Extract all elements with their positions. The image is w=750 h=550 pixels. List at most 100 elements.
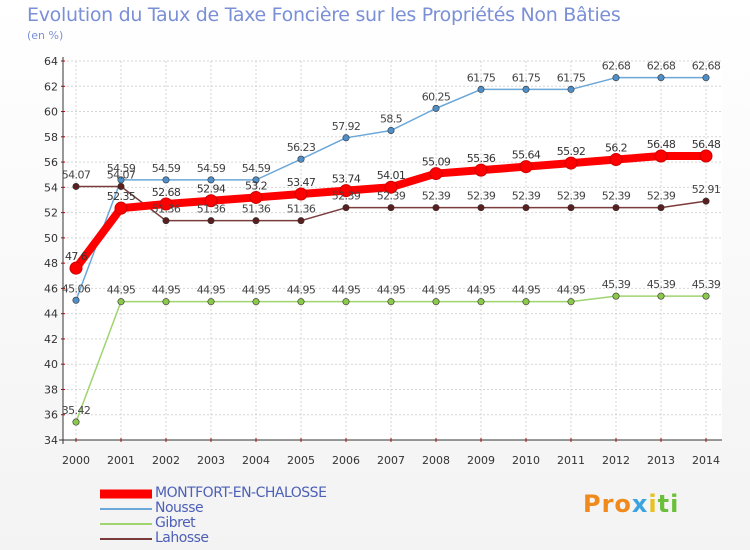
data-label-nousse: 57.92: [332, 120, 361, 133]
legend-swatch-montfort: [100, 489, 152, 498]
data-point-lahosse: [387, 204, 395, 212]
data-point-nousse: [522, 85, 530, 93]
data-point-montfort-en-chalosse: [519, 160, 533, 174]
y-tick-label: 38: [44, 383, 58, 396]
legend-label-nousse: Nousse: [155, 500, 204, 516]
y-tick-label: 58: [44, 131, 58, 144]
data-label-montfort-en-chalosse: 54.01: [377, 169, 406, 182]
y-tick-label: 54: [44, 181, 58, 194]
data-label-gibret: 44.95: [152, 284, 181, 297]
x-tick-label: 2003: [197, 454, 225, 467]
data-label-lahosse: 52.39: [512, 190, 541, 203]
legend-swatch-gibret: [100, 522, 152, 525]
x-tick-label: 2010: [512, 454, 540, 467]
data-label-gibret: 44.95: [512, 284, 541, 297]
data-point-lahosse: [117, 182, 125, 190]
axes: 34 36 38 40 42 44 46 48 50 52 54 56 58 60 62 64 2000 2001…: [44, 55, 722, 467]
legend-label-gibret: Gibret: [155, 515, 196, 531]
data-point-montfort-en-chalosse: [654, 149, 668, 163]
data-point-nousse: [612, 74, 620, 82]
data-label-lahosse: 52.39: [467, 190, 496, 203]
data-label-nousse: 62.68: [647, 60, 676, 73]
data-label-nousse: 54.59: [152, 162, 181, 175]
data-point-lahosse: [522, 204, 530, 212]
data-label-nousse: 54.59: [107, 162, 136, 175]
data-point-montfort-en-chalosse: [699, 149, 713, 163]
data-point-gibret: [477, 298, 485, 306]
data-point-lahosse: [342, 204, 350, 212]
data-label-montfort-en-chalosse: 53.74: [332, 173, 361, 186]
data-label-montfort-en-chalosse: 55.09: [422, 156, 451, 169]
data-point-lahosse: [657, 204, 665, 212]
data-label-nousse: 54.59: [242, 162, 271, 175]
data-label-nousse: 60.25: [422, 90, 451, 103]
data-label-gibret: 44.95: [242, 284, 271, 297]
x-tick-label: 2002: [152, 454, 180, 467]
data-point-montfort-en-chalosse: [114, 201, 128, 215]
x-tick-label: 2004: [242, 454, 270, 467]
data-point-gibret: [207, 298, 215, 306]
x-tick-label: 2014: [692, 454, 720, 467]
data-label-lahosse: 54.07: [107, 168, 136, 181]
data-label-gibret: 35.42: [62, 404, 91, 417]
data-label-montfort-en-chalosse: 47.6: [65, 250, 88, 263]
data-point-lahosse: [162, 217, 170, 225]
data-label-gibret: 44.95: [377, 284, 406, 297]
data-labels: 45.06 54.59 54.59 54.59 54.59 56.23 57.92 58.5 6…: [62, 60, 722, 417]
data-point-montfort-en-chalosse: [69, 261, 83, 275]
data-label-nousse: 61.75: [557, 71, 586, 84]
series-group: [69, 74, 713, 426]
legend-item-gibret: Gibret: [100, 516, 326, 531]
data-label-nousse: 56.23: [287, 141, 316, 154]
data-point-gibret: [387, 298, 395, 306]
data-label-lahosse: 54.07: [62, 168, 91, 181]
legend: MONTFORT-EN-CHALOSSE Nousse Gibret Lahos…: [100, 486, 327, 546]
x-tick-label: 2005: [287, 454, 315, 467]
data-point-nousse: [252, 176, 260, 184]
data-label-gibret: 44.95: [287, 284, 316, 297]
data-point-gibret: [72, 418, 80, 426]
data-label-lahosse: 52.39: [647, 190, 676, 203]
data-point-nousse: [387, 126, 395, 134]
proxiti-logo: Proxiti: [583, 490, 680, 518]
y-tick-label: 34: [44, 434, 58, 447]
data-point-gibret: [162, 298, 170, 306]
data-label-nousse: 54.59: [197, 162, 226, 175]
data-label-montfort-en-chalosse: 52.35: [107, 190, 136, 203]
data-point-montfort-en-chalosse: [384, 180, 398, 194]
data-point-gibret: [432, 298, 440, 306]
data-point-montfort-en-chalosse: [294, 187, 308, 201]
data-label-lahosse: 52.39: [332, 190, 361, 203]
data-point-gibret: [252, 298, 260, 306]
data-point-montfort-en-chalosse: [204, 194, 218, 208]
data-point-gibret: [522, 298, 530, 306]
data-point-nousse: [702, 74, 710, 82]
y-axis-unit: (en %): [27, 29, 64, 42]
data-point-nousse: [342, 134, 350, 142]
data-point-lahosse: [252, 217, 260, 225]
data-point-lahosse: [702, 197, 710, 205]
data-point-gibret: [657, 292, 665, 300]
data-point-montfort-en-chalosse: [159, 197, 173, 211]
data-point-montfort-en-chalosse: [249, 190, 263, 204]
x-tick-label: 2011: [557, 454, 585, 467]
y-tick-label: 48: [44, 257, 58, 270]
data-label-montfort-en-chalosse: 53.2: [245, 179, 267, 192]
y-tick-label: 62: [44, 80, 58, 93]
x-tick-label: 2013: [647, 454, 675, 467]
data-point-gibret: [117, 298, 125, 306]
y-tick-label: 44: [44, 308, 58, 321]
data-point-montfort-en-chalosse: [339, 184, 353, 198]
data-point-lahosse: [567, 204, 575, 212]
data-label-lahosse: 52.39: [377, 190, 406, 203]
data-label-lahosse: 51.36: [197, 203, 226, 216]
x-tick-label: 2000: [62, 454, 90, 467]
data-label-lahosse: 52.39: [602, 190, 631, 203]
data-point-nousse: [72, 296, 80, 304]
data-label-gibret: 44.95: [107, 284, 136, 297]
data-point-nousse: [297, 155, 305, 163]
data-label-lahosse: 51.36: [242, 203, 271, 216]
data-label-montfort-en-chalosse: 52.68: [152, 186, 181, 199]
y-tick-label: 64: [44, 55, 58, 68]
